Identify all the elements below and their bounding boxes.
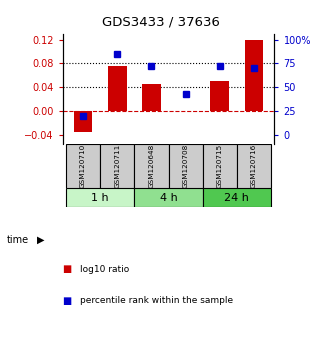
Text: GSM120708: GSM120708 [183,144,189,188]
Bar [108,67,127,111]
Bar [210,81,229,111]
Text: percentile rank within the sample: percentile rank within the sample [80,296,233,306]
Text: ▶: ▶ [37,235,44,245]
Text: 24 h: 24 h [224,193,249,203]
Text: GSM120648: GSM120648 [148,144,154,188]
FancyBboxPatch shape [134,144,169,188]
Bar [245,40,263,111]
FancyBboxPatch shape [66,144,100,188]
Text: GSM120716: GSM120716 [251,144,257,188]
Text: GSM120711: GSM120711 [114,144,120,188]
Text: ■: ■ [63,296,72,306]
FancyBboxPatch shape [203,188,271,207]
Bar [74,111,92,132]
FancyBboxPatch shape [203,144,237,188]
Text: GSM120715: GSM120715 [217,144,223,188]
FancyBboxPatch shape [237,144,271,188]
FancyBboxPatch shape [100,144,134,188]
Text: 4 h: 4 h [160,193,178,203]
Text: ■: ■ [63,264,72,274]
FancyBboxPatch shape [66,188,134,207]
FancyBboxPatch shape [169,144,203,188]
Text: time: time [6,235,29,245]
Text: GDS3433 / 37636: GDS3433 / 37636 [101,16,220,29]
Text: 1 h: 1 h [91,193,109,203]
FancyBboxPatch shape [134,188,203,207]
Text: GSM120710: GSM120710 [80,144,86,188]
Text: log10 ratio: log10 ratio [80,264,129,274]
Bar [142,84,161,111]
